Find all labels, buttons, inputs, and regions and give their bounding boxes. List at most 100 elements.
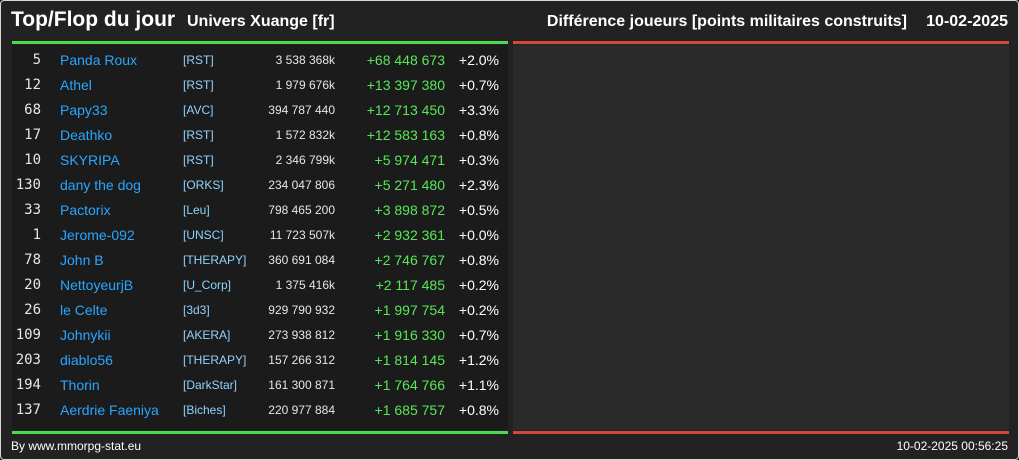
alliance-tag[interactable]: [RST] <box>183 128 214 142</box>
player-points: 273 938 812 <box>268 328 335 342</box>
flop-list-panel <box>513 45 1009 430</box>
points-difference: +13 397 380 <box>366 77 445 93</box>
player-points: 157 266 312 <box>268 353 335 367</box>
player-name-link[interactable]: SKYRIPA <box>60 152 120 168</box>
alliance-tag[interactable]: [AKERA] <box>183 328 231 342</box>
percent-change: +0.2% <box>458 277 499 293</box>
player-points: 1 979 676k <box>275 78 335 92</box>
table-row: 26 le Celte [3d3] 929 790 932 +1 997 754 +0.2… <box>12 298 508 323</box>
alliance-tag[interactable]: [RST] <box>183 153 214 167</box>
top-divider-green <box>12 41 508 44</box>
player-points: 11 723 507k <box>269 228 335 242</box>
player-points: 161 300 871 <box>268 378 335 392</box>
universe-label: Univers Xuange [fr] <box>187 13 335 30</box>
percent-change: +0.8% <box>458 127 499 143</box>
table-row: 137 Aerdrie Faeniya [Biches] 220 977 884 +1 … <box>12 398 508 423</box>
player-name-link[interactable]: diablo56 <box>60 352 113 368</box>
alliance-tag[interactable]: [DarkStar] <box>183 378 238 392</box>
player-rank: 20 <box>24 277 41 293</box>
percent-change: +3.3% <box>458 102 499 118</box>
table-row: 33 Pactorix [Leu] 798 465 200 +3 898 872 +0.5… <box>12 198 508 223</box>
percent-change: +0.5% <box>458 202 499 218</box>
percent-change: +2.3% <box>458 177 499 193</box>
points-difference: +68 448 673 <box>366 52 445 68</box>
points-difference: +12 583 163 <box>366 127 445 143</box>
alliance-tag[interactable]: [THERAPY] <box>183 253 247 267</box>
alliance-tag[interactable]: [Biches] <box>183 403 226 417</box>
player-rank: 1 <box>32 227 41 243</box>
percent-change: +0.8% <box>458 402 499 418</box>
alliance-tag[interactable]: [U_Corp] <box>183 278 232 292</box>
table-row: 17 Deathko [RST] 1 572 832k +12 583 163 +0.8% <box>12 123 508 148</box>
table-row: 194 Thorin [DarkStar] 161 300 871 +1 764 766… <box>12 373 508 398</box>
player-name-link[interactable]: Thorin <box>60 377 100 393</box>
player-rank: 26 <box>24 302 41 318</box>
player-name-link[interactable]: Pactorix <box>60 202 111 218</box>
player-name-link[interactable]: Papy33 <box>60 102 108 118</box>
player-rank: 10 <box>24 152 41 168</box>
points-difference: +1 997 754 <box>374 302 445 318</box>
percent-change: +0.8% <box>458 252 499 268</box>
alliance-tag[interactable]: [3d3] <box>183 303 210 317</box>
table-row: 5 Panda Roux [RST] 3 538 368k +68 448 673 +2.… <box>12 48 508 73</box>
player-name-link[interactable]: John B <box>60 252 104 268</box>
alliance-tag[interactable]: [RST] <box>183 53 214 67</box>
alliance-tag[interactable]: [THERAPY] <box>183 353 247 367</box>
points-difference: +1 685 757 <box>374 402 445 418</box>
percent-change: +1.2% <box>458 352 499 368</box>
points-difference: +5 271 480 <box>374 177 445 193</box>
player-name-link[interactable]: Johnykii <box>60 327 111 343</box>
player-name-link[interactable]: Jerome-092 <box>60 227 135 243</box>
points-difference: +5 974 471 <box>374 152 445 168</box>
player-name-link[interactable]: NettoyeurjB <box>60 277 134 293</box>
alliance-tag[interactable]: [AVC] <box>183 103 214 117</box>
player-rank: 33 <box>24 202 41 218</box>
player-rank: 17 <box>24 127 41 143</box>
player-points: 234 047 806 <box>268 178 335 192</box>
player-points: 1 572 832k <box>275 128 335 142</box>
table-row: 20 NettoyeurjB [U_Corp] 1 375 416k +2 117 48… <box>12 273 508 298</box>
points-difference: +1 814 145 <box>374 352 445 368</box>
player-points: 220 977 884 <box>268 403 335 417</box>
points-difference: +2 932 361 <box>374 227 445 243</box>
points-difference: +1 916 330 <box>374 327 445 343</box>
player-rank: 12 <box>24 77 41 93</box>
top-list-panel: 5 Panda Roux [RST] 3 538 368k +68 448 673 +2.… <box>12 45 508 430</box>
table-row: 78 John B [THERAPY] 360 691 084 +2 746 767 +0… <box>12 248 508 273</box>
player-name-link[interactable]: le Celte <box>60 302 108 318</box>
player-points: 798 465 200 <box>268 203 335 217</box>
player-rank: 137 <box>15 402 41 418</box>
percent-change: +0.3% <box>458 152 499 168</box>
player-rank: 5 <box>32 52 41 68</box>
table-row: 1 Jerome-092 [UNSC] 11 723 507k +2 932 361 +0… <box>12 223 508 248</box>
player-rank: 194 <box>15 377 41 393</box>
player-name-link[interactable]: dany the dog <box>60 177 141 193</box>
alliance-tag[interactable]: [ORKS] <box>183 178 224 192</box>
player-name-link[interactable]: Panda Roux <box>60 52 138 68</box>
site-credit: By www.mmorpg-stat.eu <box>11 439 142 453</box>
points-difference: +1 764 766 <box>374 377 445 393</box>
points-difference: +3 898 872 <box>374 202 445 218</box>
player-name-link[interactable]: Deathko <box>60 127 113 143</box>
alliance-tag[interactable]: [RST] <box>183 78 214 92</box>
alliance-tag[interactable]: [UNSC] <box>183 228 224 242</box>
player-points: 2 346 799k <box>275 153 335 167</box>
points-difference: +12 713 450 <box>366 102 445 118</box>
table-row: 109 Johnykii [AKERA] 273 938 812 +1 916 330 +… <box>12 323 508 348</box>
bottom-divider-green <box>12 431 508 434</box>
player-name-link[interactable]: Aerdrie Faeniya <box>60 402 159 418</box>
table-row: 12 Athel [RST] 1 979 676k +13 397 380 +0.7% <box>12 73 508 98</box>
player-points: 929 790 932 <box>268 303 335 317</box>
report-date: 10-02-2025 <box>926 13 1008 30</box>
points-difference: +2 117 485 <box>375 277 445 293</box>
alliance-tag[interactable]: [Leu] <box>183 203 210 217</box>
table-row: 203 diablo56 [THERAPY] 157 266 312 +1 814 14… <box>12 348 508 373</box>
player-points: 3 538 368k <box>275 53 335 67</box>
percent-change: +0.0% <box>458 227 499 243</box>
points-difference: +2 746 767 <box>374 252 445 268</box>
player-rank: 109 <box>15 327 41 343</box>
table-row: 130 dany the dog [ORKS] 234 047 806 +5 271 4… <box>12 173 508 198</box>
player-name-link[interactable]: Athel <box>60 77 92 93</box>
generated-timestamp: 10-02-2025 00:56:25 <box>896 439 1008 453</box>
